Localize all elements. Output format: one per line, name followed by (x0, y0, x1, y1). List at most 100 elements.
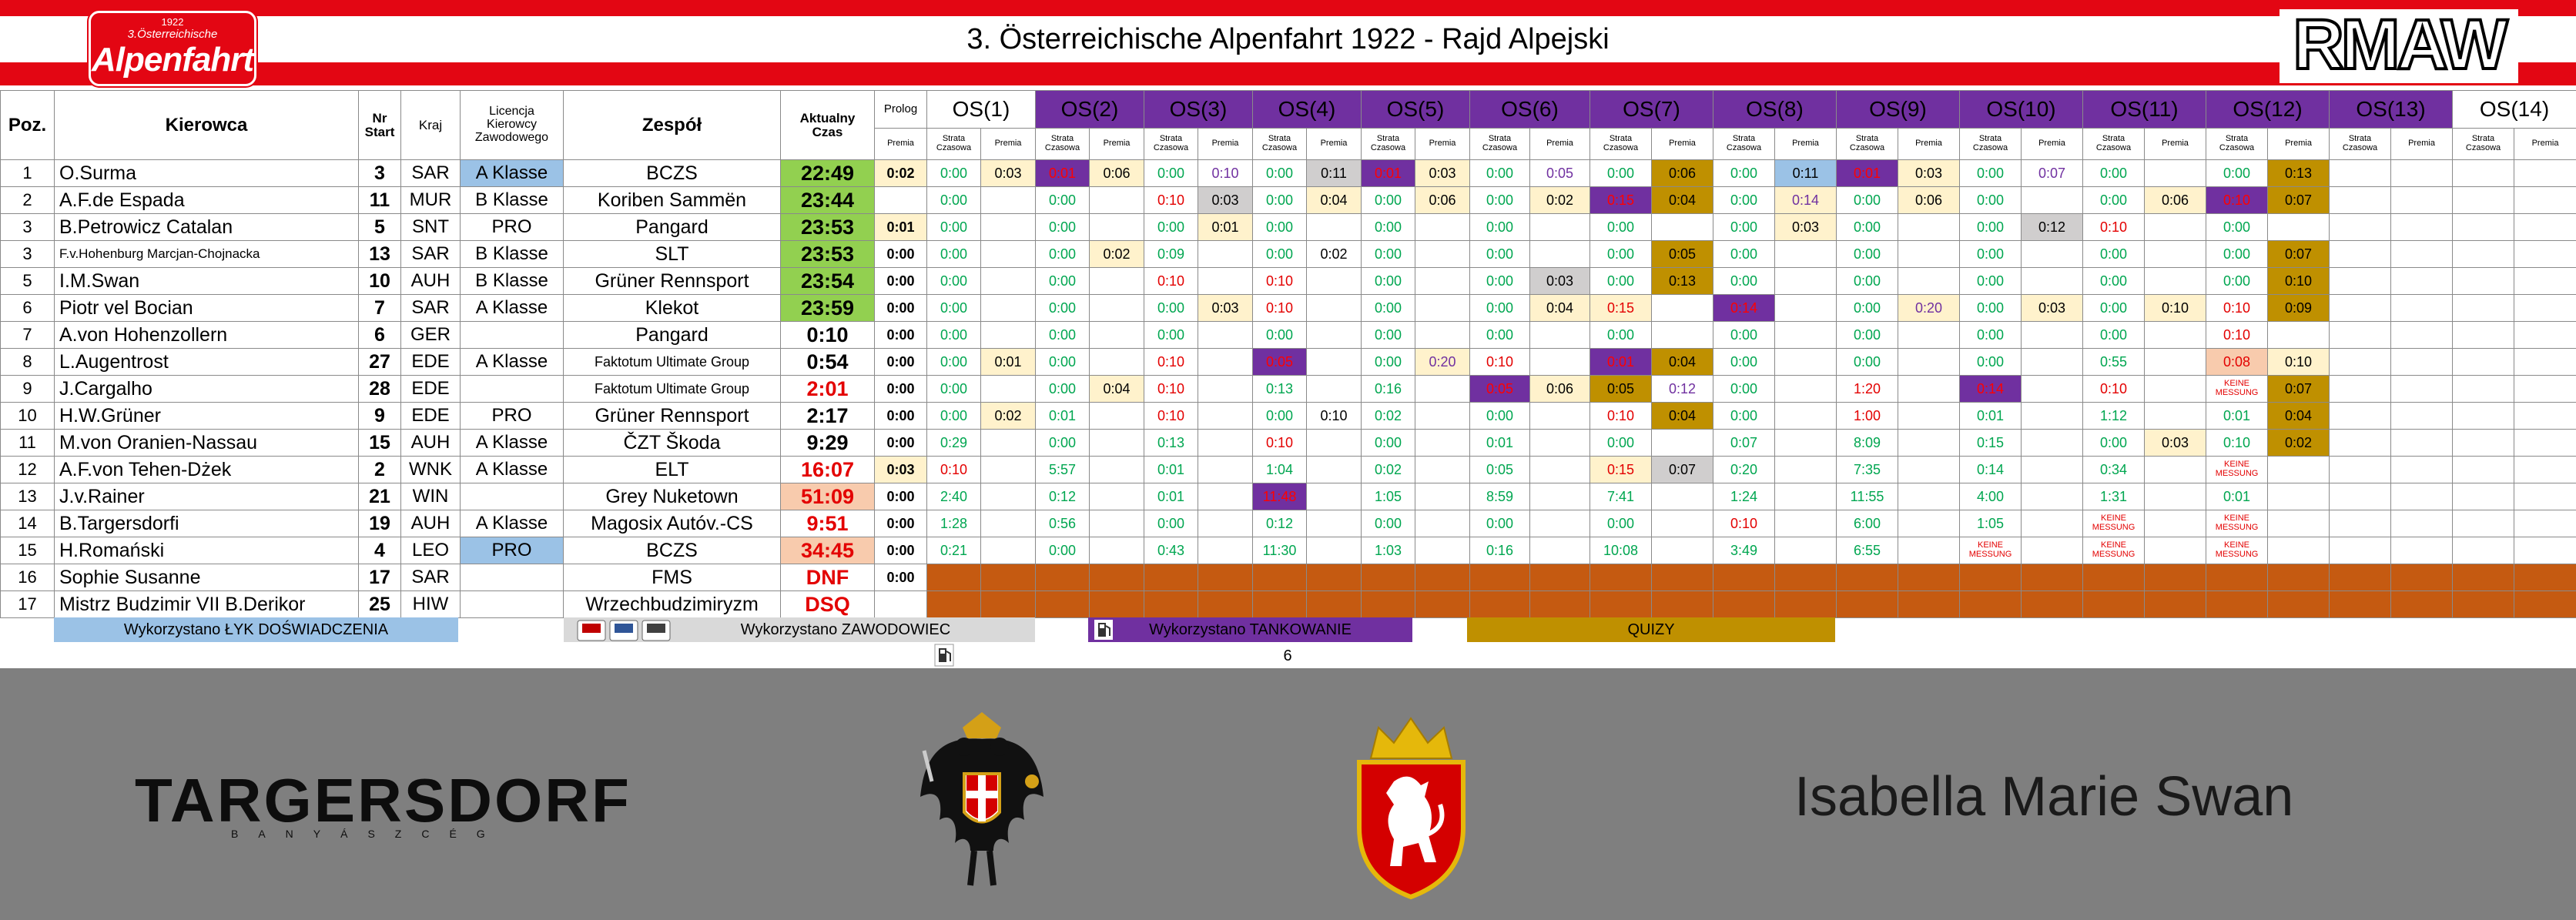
total-time: DNF (780, 564, 875, 591)
bonus (1306, 456, 1362, 483)
position: 7 (0, 321, 55, 349)
bonus (1898, 402, 1960, 430)
time-loss: 0:14 (1959, 375, 2022, 403)
team: ELT (563, 456, 781, 483)
position: 17 (0, 590, 55, 618)
time-loss: 0:10 (2082, 375, 2145, 403)
legend-quiz: QUIZY (1467, 617, 1835, 642)
driver-name: H.Romański (54, 537, 359, 564)
bonus (2390, 590, 2454, 618)
time-loss: 1:00 (1836, 402, 1898, 430)
bonus (1529, 456, 1590, 483)
bonus (2143, 483, 2207, 510)
country: AUH (400, 429, 461, 457)
bonus (2514, 456, 2576, 483)
driver-row: 17 Mistrz Budzimir VII B.Derikor 25 HIW Wrze… (0, 590, 2576, 618)
bonus (1898, 537, 1960, 564)
bonus (2390, 537, 2454, 564)
time-loss (1469, 590, 1530, 618)
time-loss: 0:00 (1713, 402, 1775, 430)
time-loss: 0:00 (1361, 213, 1415, 241)
subheader: Strata Czasowa (2452, 128, 2515, 160)
bonus (1415, 590, 1470, 618)
bonus (1774, 564, 1837, 591)
time-loss: 8:09 (1836, 429, 1898, 457)
time-loss: 0:00 (1589, 429, 1652, 457)
time-loss: KEINE MESSUNG (2206, 510, 2269, 537)
time-loss: 0:00 (1469, 402, 1530, 430)
time-loss (1836, 564, 1898, 591)
bonus (1198, 402, 1253, 430)
time-loss: 0:01 (1959, 402, 2022, 430)
subheader: Premia (1306, 128, 1362, 160)
start-number: 17 (358, 564, 401, 591)
time-loss: 0:00 (926, 321, 981, 349)
bonus (2390, 159, 2454, 187)
time-loss (2329, 402, 2392, 430)
bonus (1198, 456, 1253, 483)
licence: B Klasse (460, 186, 564, 214)
time-loss: 0:00 (926, 186, 981, 214)
prolog-bonus: 0:00 (874, 537, 927, 564)
country: HIW (400, 590, 461, 618)
bonus (2021, 240, 2083, 268)
bonus (2390, 483, 2454, 510)
bonus (1415, 294, 1470, 322)
bonus (2143, 213, 2207, 241)
driver-name: J.v.Rainer (54, 483, 359, 510)
bonus (1198, 429, 1253, 457)
country: SAR (400, 564, 461, 591)
stage-header: OS(12) (2206, 90, 2330, 129)
position: 5 (0, 267, 55, 295)
start-number: 15 (358, 429, 401, 457)
bonus: 0:06 (1415, 186, 1470, 214)
event-logo: 1922 3.Österreichische Alpenfahrt (89, 11, 256, 86)
country: SAR (400, 240, 461, 268)
time-loss: 0:00 (1144, 294, 1198, 322)
time-loss (2082, 590, 2145, 618)
bonus (2390, 213, 2454, 241)
subheader: Strata Czasowa (926, 128, 981, 160)
bonus: 0:04 (1529, 294, 1590, 322)
bonus: 0:04 (1089, 375, 1144, 403)
position: 8 (0, 348, 55, 376)
bonus (1529, 510, 1590, 537)
bonus (2390, 267, 2454, 295)
bonus (1898, 213, 1960, 241)
time-loss: 0:00 (1361, 510, 1415, 537)
bonus (1306, 267, 1362, 295)
time-loss (1035, 564, 1090, 591)
driver-name: A.F.de Espada (54, 186, 359, 214)
time-loss (1035, 590, 1090, 618)
time-loss: 0:00 (1589, 240, 1652, 268)
bonus (2143, 456, 2207, 483)
column-header: Kierowca (54, 90, 359, 160)
bonus (1898, 590, 1960, 618)
bonus: 0:06 (1898, 186, 1960, 214)
time-loss: 0:02 (1361, 402, 1415, 430)
bonus (2390, 321, 2454, 349)
team: Grey Nuketown (563, 483, 781, 510)
total-time: 23:54 (780, 267, 875, 295)
page-number: 6 (1283, 647, 1292, 664)
bonus: 0:02 (1306, 240, 1362, 268)
table-head: Poz. Kierowca Nr Start Kraj Licencja Kierowc… (0, 90, 2576, 160)
bonus (2143, 267, 2207, 295)
driver-row: 14 B.Targersdorfi 19 AUH A Klasse Magosix Aut… (0, 510, 2576, 537)
time-loss: 1:03 (1361, 537, 1415, 564)
bonus (980, 429, 1036, 457)
bonus (1774, 267, 1837, 295)
bonus (2267, 483, 2330, 510)
bonus: 0:04 (1306, 186, 1362, 214)
subheader: Strata Czasowa (1836, 128, 1898, 160)
time-loss: 0:00 (1035, 267, 1090, 295)
bonus (2143, 375, 2207, 403)
bonus (1529, 429, 1590, 457)
prolog-bonus: 0:00 (874, 267, 927, 295)
driver-name: O.Surma (54, 159, 359, 187)
stage-header: OS(4) (1252, 90, 1362, 129)
prolog-bonus: 0:03 (874, 456, 927, 483)
time-loss: 0:00 (1713, 240, 1775, 268)
time-loss (1713, 590, 1775, 618)
